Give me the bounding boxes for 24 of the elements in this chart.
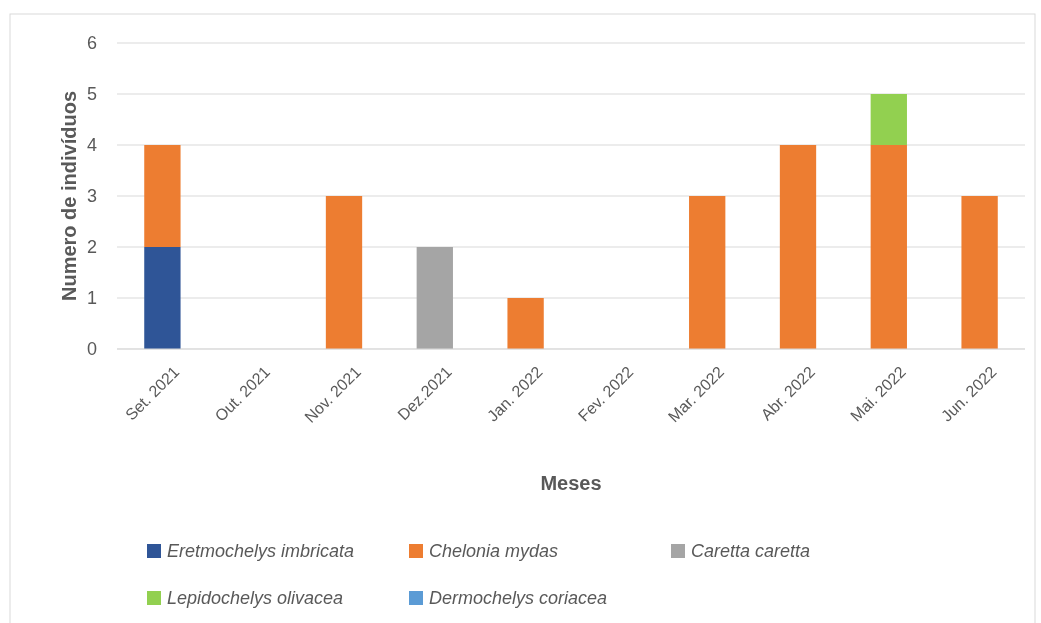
legend-label: Lepidochelys olivacea <box>167 588 344 609</box>
y-tick-label: 6 <box>86 33 97 54</box>
y-tick-label: 0 <box>86 339 97 360</box>
legend-label: Eretmochelys imbricata <box>167 541 355 562</box>
bar <box>416 247 453 349</box>
y-tick-label: 1 <box>86 288 97 309</box>
bar <box>144 145 181 247</box>
y-axis-title: Numero de indivíduos <box>58 90 80 302</box>
legend-label: Caretta caretta <box>691 541 811 562</box>
bar <box>870 145 907 349</box>
y-tick-label: 2 <box>86 237 97 258</box>
y-tick-label: 3 <box>86 186 97 207</box>
bar <box>689 196 726 349</box>
bar <box>870 94 907 145</box>
bar <box>507 298 544 349</box>
bar <box>961 196 998 349</box>
y-tick-label: 4 <box>86 135 97 156</box>
bar <box>144 247 181 349</box>
x-axis-title: Meses <box>540 472 602 494</box>
bar <box>779 145 817 349</box>
y-tick-label: 5 <box>86 84 97 105</box>
bar <box>325 196 363 349</box>
legend-label: Dermochelys coriacea <box>429 588 608 609</box>
legend-label: Chelonia mydas <box>429 541 559 562</box>
